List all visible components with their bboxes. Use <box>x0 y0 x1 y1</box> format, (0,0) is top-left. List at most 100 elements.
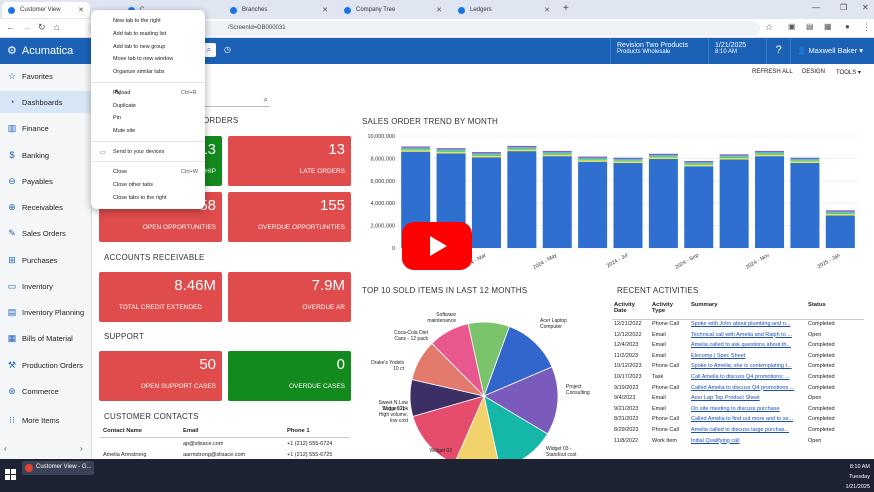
activity-date-cell[interactable]: 8/31/2023 <box>614 416 639 423</box>
activity-date-cell[interactable]: 12/21/2022 <box>614 321 642 327</box>
extension-icon[interactable]: ▦ <box>824 22 832 31</box>
reload-icon[interactable]: ↻ <box>38 22 46 32</box>
sidebar-item-purchases[interactable]: ⊞ Purchases <box>8 255 58 265</box>
close-tab-icon[interactable]: ✕ <box>544 7 550 14</box>
activity-date-cell[interactable]: 9/21/2023 <box>614 405 639 412</box>
activity-status-cell[interactable]: Completed <box>808 427 835 433</box>
video-play-button[interactable] <box>402 222 472 270</box>
menu-item-send-to-devices[interactable]: Send to your devices <box>113 149 165 155</box>
contact-email-cell[interactable]: ap@slisace.com <box>183 441 224 447</box>
menu-item-new-tab-right[interactable]: New tab to the right <box>113 18 161 24</box>
activity-summary-cell[interactable]: Call Amelia to discuss Q4 promotions; ..… <box>691 374 790 380</box>
kpi-total-credit-extended[interactable]: 8.46M TOTAL CREDIT EXTENDED <box>99 272 222 322</box>
sidebar-item-sales-orders[interactable]: ✎ Sales Orders <box>8 228 66 238</box>
menu-item-pin[interactable]: Pin <box>113 115 121 121</box>
business-date[interactable]: 1/21/2025 8:10 AM <box>708 38 766 64</box>
activity-date-cell[interactable]: 11/8/2022 <box>614 437 639 444</box>
profile-icon[interactable]: ● <box>845 22 850 31</box>
contact-email-cell[interactable]: aarmstrong@slisace.com <box>183 452 246 458</box>
menu-kebab-icon[interactable]: ⋮ <box>862 22 871 32</box>
history-icon[interactable]: ◷ <box>224 45 231 54</box>
sidebar-item-finance[interactable]: ▥ Finance <box>7 123 49 133</box>
widget-search-input[interactable]: ⌕ <box>200 94 270 107</box>
branch-selector[interactable]: Revision Two Products Products Wholesale <box>610 38 708 64</box>
back-icon[interactable]: ← <box>6 22 15 32</box>
tab-customer-view[interactable]: Customer View ✕ <box>2 2 90 18</box>
activity-type-cell[interactable]: Email <box>652 352 666 359</box>
activity-summary-cell[interactable]: Spoke with John about plumbing and n... <box>691 321 791 327</box>
activity-status-cell[interactable]: Completed <box>808 321 835 327</box>
activity-status-cell[interactable]: Completed <box>808 374 835 380</box>
tab-ledgers[interactable]: Ledgers ✕ <box>452 2 556 18</box>
activity-summary-cell[interactable]: On site meeting to discuss purchase <box>691 405 780 412</box>
kpi-open-support-cases[interactable]: 50 OPEN SUPPORT CASES <box>99 351 222 401</box>
activity-date-cell[interactable]: 12/4/2023 <box>614 342 639 349</box>
activity-status-cell[interactable]: Open <box>808 331 822 338</box>
activity-summary-cell[interactable]: Amelia called to ask questions about th.… <box>691 342 791 349</box>
sidebar-item-inventory[interactable]: ▭ Inventory <box>7 281 53 291</box>
activity-summary-cell[interactable]: Called Amelia to find out more and to se… <box>691 416 794 423</box>
forward-icon[interactable]: → <box>22 22 31 32</box>
menu-item-duplicate[interactable]: Duplicate <box>113 103 136 109</box>
activity-status-cell[interactable]: Completed <box>808 405 835 412</box>
activity-type-cell[interactable]: Phone Call <box>652 416 679 423</box>
taskbar-clock[interactable]: 8:10 AM Tuesday 1/21/2025 <box>845 464 870 490</box>
activity-summary-cell[interactable]: Acer Lap Top Product Sheet <box>691 395 760 402</box>
activity-type-cell[interactable]: Phone Call <box>652 363 679 370</box>
extension-icon[interactable]: ▤ <box>806 22 814 31</box>
column-header[interactable]: Status <box>808 302 826 308</box>
kpi-overdue-ar[interactable]: 7.9M OVERDUE AR <box>228 272 351 322</box>
sidebar-item-favorites[interactable]: ☆ Favorites <box>7 71 53 81</box>
contact-phone-cell[interactable]: +1 (212) 555-6724 <box>287 441 333 447</box>
menu-item-add-to-group[interactable]: Add tab to new group <box>113 44 166 50</box>
column-header[interactable]: Contact Name <box>103 428 142 434</box>
kpi-late-orders[interactable]: 13 LATE ORDERS <box>228 136 351 186</box>
activity-status-cell[interactable]: Completed <box>808 363 835 370</box>
menu-item-add-to-reading-list[interactable]: Add tab to reading list <box>113 31 167 37</box>
column-header[interactable]: Email <box>183 428 199 434</box>
activity-summary-cell[interactable]: Amelia called to discuss large purchas..… <box>691 427 790 433</box>
activity-summary-cell[interactable]: Elecomp | Spec Sheet <box>691 352 746 359</box>
close-tab-icon[interactable]: ✕ <box>436 7 442 14</box>
menu-item-close-other-tabs[interactable]: Close other tabs <box>113 182 154 188</box>
activity-date-cell[interactable]: 12/12/2022 <box>614 331 642 338</box>
activity-date-cell[interactable]: 10/12/2023 <box>614 363 642 370</box>
tools-menu[interactable]: TOOLS ▾ <box>836 70 861 76</box>
minimize-icon[interactable]: — <box>812 3 820 12</box>
sidebar-item-inventory-planning[interactable]: ▤ Inventory Planning <box>7 307 85 317</box>
close-window-icon[interactable]: ✕ <box>862 3 869 12</box>
expand-icon[interactable]: › <box>80 444 83 453</box>
activity-type-cell[interactable]: Email <box>652 395 666 402</box>
activity-type-cell[interactable]: Email <box>652 331 666 338</box>
menu-item-reload[interactable]: Reload Ctrl+R <box>113 90 197 96</box>
maximize-icon[interactable]: ❐ <box>840 3 848 12</box>
activity-date-cell[interactable]: 11/2/2023 <box>614 352 639 359</box>
activity-type-cell[interactable]: Email <box>652 405 666 412</box>
close-tab-icon[interactable]: ✕ <box>322 7 328 14</box>
column-header[interactable]: Activity Date <box>614 302 635 314</box>
kpi-overdue-opportunities[interactable]: 155 OVERDUE OPPORTUNITIES <box>228 192 351 242</box>
activity-type-cell[interactable]: Task <box>652 374 664 380</box>
activity-status-cell[interactable]: Open <box>808 437 822 444</box>
sidebar-item-dashboards[interactable]: ◔ Dashboards <box>0 91 92 113</box>
column-header[interactable]: Phone 1 <box>287 428 310 434</box>
activity-date-cell[interactable]: 10/17/2023 <box>614 374 642 380</box>
activity-type-cell[interactable]: Email <box>652 342 666 349</box>
menu-item-close[interactable]: Close Ctrl+W <box>113 169 198 175</box>
column-header[interactable]: Activity Type <box>652 302 673 314</box>
windows-start-icon[interactable] <box>5 469 17 481</box>
search-icon[interactable]: ⌕ <box>202 43 216 57</box>
activity-type-cell[interactable]: Phone Call <box>652 321 679 327</box>
new-tab-icon[interactable]: + <box>563 3 569 14</box>
user-menu[interactable]: 👤 Maxwell Baker ▾ <box>790 38 874 64</box>
refresh-all-button[interactable]: REFRESH ALL <box>752 69 793 75</box>
activity-summary-cell[interactable]: Initial Qualifying call <box>691 437 740 444</box>
bookmark-star-icon[interactable]: ☆ <box>765 22 774 32</box>
sidebar-item-bills-of-material[interactable]: ▦ Bills of Material <box>7 333 73 343</box>
contact-phone-cell[interactable]: +1 (212) 555-6725 <box>287 452 333 458</box>
design-button[interactable]: DESIGN <box>802 69 826 75</box>
activity-date-cell[interactable]: 8/29/2023 <box>614 427 639 433</box>
sidebar-item-receivables[interactable]: ⊕ Receivables <box>8 202 63 212</box>
sidebar-item-payables[interactable]: ⊖ Payables <box>8 176 53 186</box>
url-field[interactable]: /ScreenId=DB000031 <box>88 21 760 36</box>
